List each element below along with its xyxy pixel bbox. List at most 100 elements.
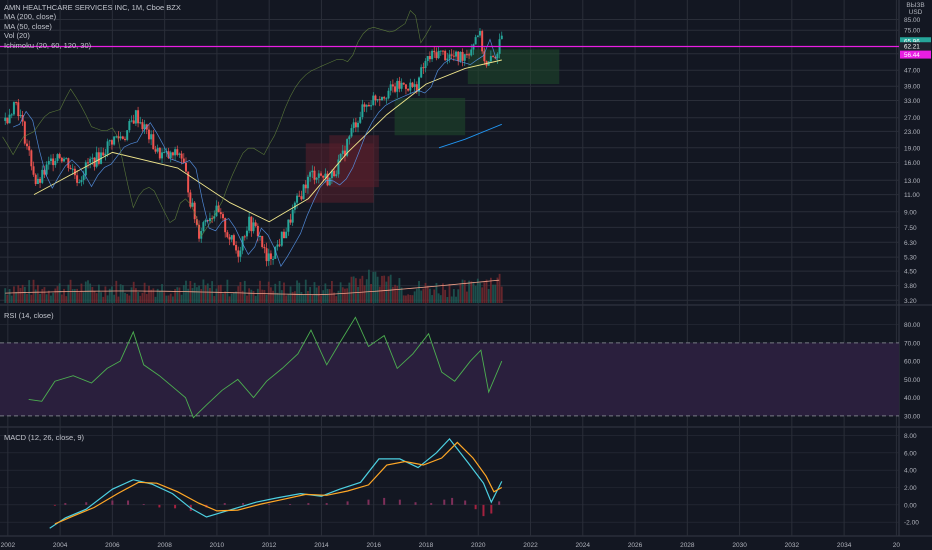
candle-body[interactable] [115, 136, 118, 138]
candle-body[interactable] [39, 178, 42, 183]
candle-body[interactable] [267, 253, 270, 262]
candle-body[interactable] [230, 235, 233, 240]
candle-body[interactable] [465, 54, 468, 56]
candle-body[interactable] [444, 50, 447, 61]
candle-body[interactable] [463, 54, 466, 61]
candle-body[interactable] [278, 244, 281, 246]
candle-body[interactable] [435, 52, 438, 59]
candle-body[interactable] [128, 121, 131, 131]
candle-body[interactable] [431, 50, 434, 60]
candle-body[interactable] [152, 134, 155, 150]
candle-body[interactable] [250, 216, 253, 232]
candle-body[interactable] [113, 136, 116, 145]
candle-body[interactable] [17, 102, 20, 117]
candle-body[interactable] [254, 222, 257, 226]
candle-body[interactable] [361, 104, 364, 118]
candle-body[interactable] [274, 246, 277, 259]
candle-body[interactable] [468, 54, 471, 56]
candle-body[interactable] [374, 95, 377, 101]
candle-body[interactable] [370, 105, 373, 107]
candle-body[interactable] [97, 152, 100, 164]
candle-body[interactable] [169, 152, 172, 158]
candle-body[interactable] [272, 258, 275, 260]
rsi-pane[interactable] [0, 316, 899, 419]
candle-body[interactable] [82, 175, 85, 180]
candle-body[interactable] [176, 149, 179, 155]
candle-body[interactable] [269, 253, 272, 259]
candle-body[interactable] [228, 237, 231, 240]
candle-body[interactable] [367, 104, 370, 107]
candle-body[interactable] [311, 170, 314, 173]
candle-body[interactable] [126, 130, 129, 140]
candle-body[interactable] [426, 56, 429, 61]
candle-body[interactable] [306, 176, 309, 189]
candle-body[interactable] [106, 141, 109, 154]
candle-body[interactable] [208, 218, 211, 222]
candle-body[interactable] [104, 153, 107, 156]
candle-body[interactable] [184, 162, 187, 172]
candle-body[interactable] [287, 219, 290, 232]
candle-body[interactable] [84, 162, 87, 176]
candle-body[interactable] [400, 82, 403, 89]
candle-body[interactable] [80, 179, 83, 183]
candle-body[interactable] [459, 51, 462, 62]
study-ma200-label[interactable]: MA (200, close) [4, 12, 57, 22]
candle-body[interactable] [47, 161, 50, 165]
candle-body[interactable] [180, 153, 183, 159]
candle-body[interactable] [174, 149, 177, 156]
candle-body[interactable] [58, 154, 61, 158]
study-volume-label[interactable]: Vol (20) [4, 31, 30, 41]
candle-body[interactable] [189, 192, 192, 207]
candle-body[interactable] [161, 152, 164, 159]
candle-body[interactable] [296, 195, 299, 203]
candle-body[interactable] [215, 205, 218, 217]
candle-body[interactable] [304, 184, 307, 189]
candle-body[interactable] [389, 84, 392, 91]
candle-body[interactable] [420, 67, 423, 78]
candle-body[interactable] [487, 61, 490, 66]
candle-body[interactable] [441, 50, 444, 52]
candle-body[interactable] [265, 248, 268, 262]
candle-body[interactable] [478, 31, 481, 36]
candle-body[interactable] [350, 128, 353, 137]
candle-body[interactable] [132, 120, 135, 124]
symbol-title[interactable]: AMN HEALTHCARE SERVICES INC, 1M, Cboe BZ… [4, 3, 181, 12]
candle-body[interactable] [102, 152, 105, 156]
candle-body[interactable] [243, 236, 246, 238]
price-candles[interactable] [4, 27, 503, 267]
candle-body[interactable] [45, 164, 48, 175]
candle-body[interactable] [372, 95, 375, 106]
candle-body[interactable] [195, 219, 198, 225]
candle-body[interactable] [239, 250, 242, 257]
candle-body[interactable] [452, 55, 455, 57]
candle-body[interactable] [335, 174, 338, 177]
candle-body[interactable] [282, 231, 285, 239]
candle-body[interactable] [339, 153, 342, 160]
candle-body[interactable] [415, 84, 418, 92]
candle-body[interactable] [492, 56, 495, 58]
candle-body[interactable] [413, 84, 416, 87]
candle-body[interactable] [494, 57, 497, 59]
candle-body[interactable] [154, 149, 157, 152]
candle-body[interactable] [439, 50, 442, 52]
candle-body[interactable] [455, 51, 458, 57]
candle-body[interactable] [383, 97, 386, 99]
candle-body[interactable] [324, 173, 327, 178]
candle-body[interactable] [26, 143, 29, 147]
candle-body[interactable] [158, 147, 161, 159]
candle-body[interactable] [73, 168, 76, 176]
candle-body[interactable] [150, 134, 153, 140]
candle-body[interactable] [89, 158, 92, 163]
candle-body[interactable] [110, 140, 113, 145]
candle-body[interactable] [322, 175, 325, 178]
candle-body[interactable] [32, 166, 35, 175]
candle-body[interactable] [396, 80, 399, 92]
candle-body[interactable] [289, 219, 292, 223]
candle-body[interactable] [309, 172, 312, 177]
candle-body[interactable] [8, 114, 11, 124]
candle-body[interactable] [407, 88, 410, 91]
candle-body[interactable] [65, 158, 68, 160]
study-ichimoku-label[interactable]: Ichimoku (20, 60, 120, 30) [4, 40, 92, 50]
candle-body[interactable] [137, 110, 140, 124]
